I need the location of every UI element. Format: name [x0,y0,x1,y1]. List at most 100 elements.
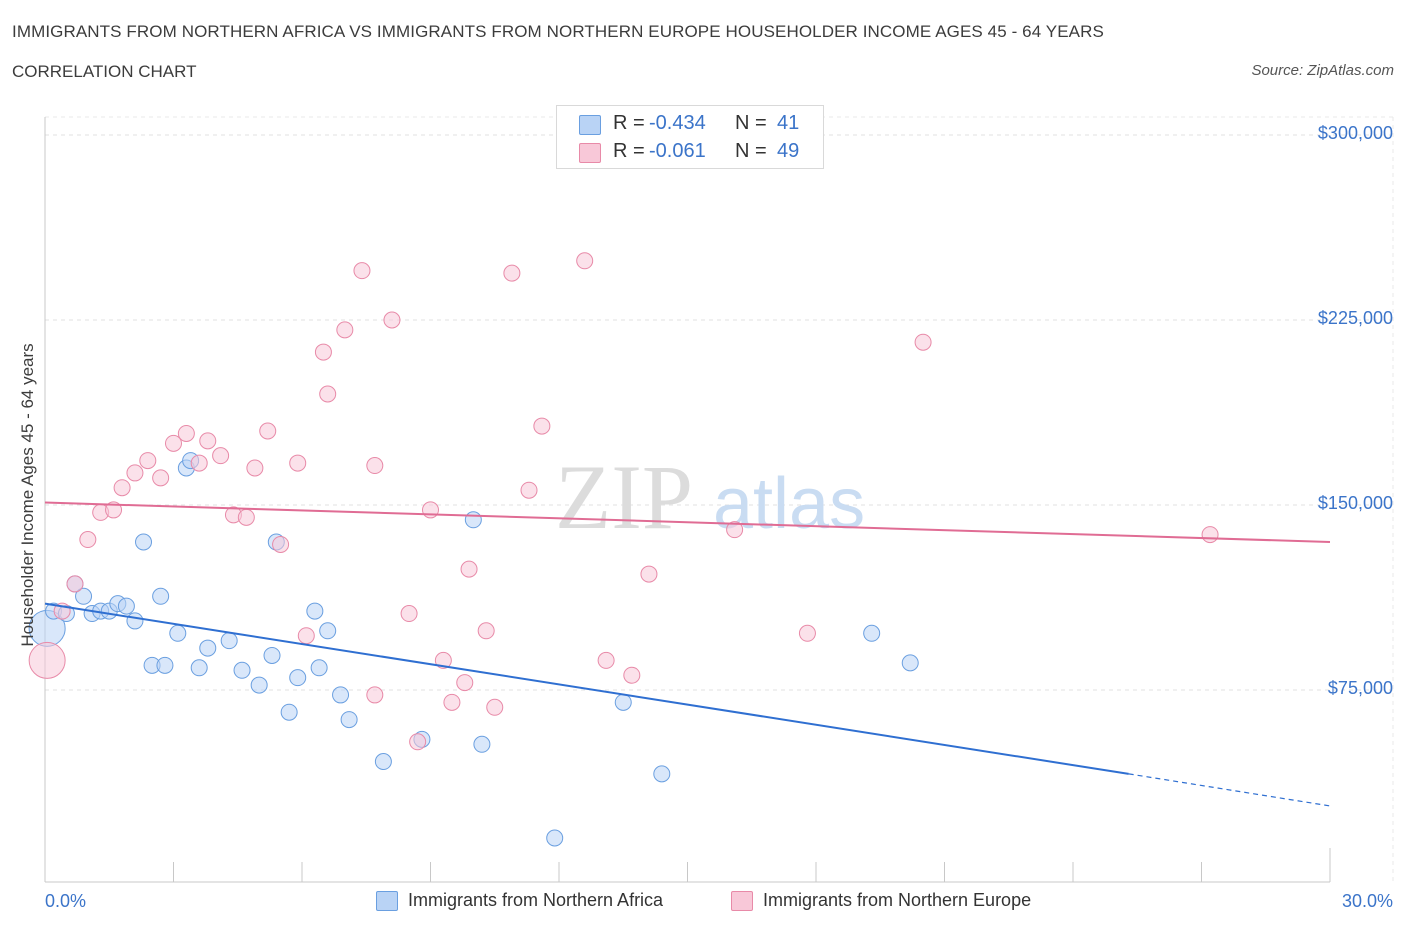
point-northern-europe [113,479,131,497]
stats-swatch-blue [579,115,601,135]
point-northern-europe [503,264,521,282]
point-northern-europe [914,333,932,351]
point-northern-africa [374,753,392,771]
point-northern-africa [614,693,632,711]
point-northern-europe [383,311,401,329]
point-northern-africa [126,612,144,630]
point-northern-africa [901,654,919,672]
point-northern-europe [486,698,504,716]
chart-title: IMMIGRANTS FROM NORTHERN AFRICA VS IMMIG… [12,22,1104,41]
point-northern-europe [314,343,332,361]
point-northern-europe [460,560,478,578]
data-points [28,252,1219,847]
x-tick-label-min: 0.0% [45,891,87,911]
point-northern-europe [353,262,371,280]
r-label: R = [613,140,645,162]
n-label: N = [735,140,767,162]
point-northern-europe [79,531,97,549]
point-northern-africa [156,656,174,674]
point-northern-europe [212,447,230,465]
point-northern-europe [272,535,290,553]
point-northern-africa [319,622,337,640]
point-northern-africa [250,676,268,694]
point-northern-europe [366,686,384,704]
point-northern-africa [653,765,671,783]
trend-lines [44,501,1331,807]
point-northern-europe [126,464,144,482]
n-value: 49 [777,140,800,162]
point-northern-africa [306,602,324,620]
trend-line-northern-europe [44,501,1331,543]
r-value: -0.434 [649,112,706,134]
point-northern-europe [190,454,208,472]
point-northern-europe [177,424,195,442]
point-northern-africa [464,511,482,529]
point-northern-africa [220,632,238,650]
legend-label: Immigrants from Northern Europe [763,890,1032,910]
legend-label: Immigrants from Northern Africa [408,890,664,910]
point-northern-africa [263,646,281,664]
point-northern-europe [297,627,315,645]
point-northern-europe [105,501,123,519]
n-value: 41 [777,112,800,134]
point-northern-europe [798,624,816,642]
point-northern-africa [117,597,135,615]
point-northern-africa [152,587,170,605]
point-northern-africa [280,703,298,721]
point-northern-europe [640,565,658,583]
point-northern-europe [237,508,255,526]
point-northern-europe [434,651,452,669]
point-northern-europe [726,521,744,539]
point-northern-africa [289,669,307,687]
point-northern-europe [289,454,307,472]
r-value: -0.061 [649,140,706,162]
point-northern-africa [233,661,251,679]
point-northern-africa [169,624,187,642]
chart-subtitle: CORRELATION CHART [12,62,197,81]
point-northern-africa [135,533,153,551]
point-northern-europe [533,417,551,435]
point-northern-europe [400,605,418,623]
point-northern-africa [310,659,328,677]
point-northern-europe [623,666,641,684]
point-northern-europe [199,432,217,450]
point-northern-europe [246,459,264,477]
point-northern-europe [409,733,427,751]
stats-swatch-pink [579,143,601,163]
point-northern-europe [139,452,157,470]
y-tick-label: $300,000 [1317,123,1393,143]
point-northern-europe [165,434,182,452]
point-northern-africa [340,711,358,729]
point-northern-europe [152,469,170,487]
point-northern-africa [546,829,564,847]
point-northern-europe [336,321,354,339]
point-northern-europe [576,252,594,270]
point-northern-africa [199,639,217,657]
stats-box: R = -0.434 N = 41 R = -0.061 N = 49 [556,105,824,169]
point-northern-africa [190,659,208,677]
r-label: R = [613,112,645,134]
point-northern-africa [332,686,350,704]
legend-swatch-blue [376,891,398,911]
n-label: N = [735,112,767,134]
x-tick-label-max: 30.0% [1341,891,1393,911]
point-northern-europe [66,575,84,593]
point-northern-africa [863,624,881,642]
point-northern-europe [319,385,337,403]
point-northern-europe [520,481,538,499]
point-northern-africa [473,735,491,753]
point-northern-europe [456,674,474,692]
watermark-zip: ZIP [555,446,693,548]
y-tick-label: $150,000 [1317,493,1393,513]
point-northern-africa [75,587,93,605]
point-northern-europe [366,457,384,475]
point-northern-europe [443,693,461,711]
y-axis-label: Householder Income Ages 45 - 64 years [18,343,37,647]
trend-line-northern-africa [44,602,1129,775]
trend-extension-northern-africa [1128,773,1331,807]
source-label: Source: ZipAtlas.com [1251,62,1394,79]
y-tick-label: $75,000 [1327,678,1393,698]
point-northern-europe [1201,526,1219,544]
axes [44,117,1331,883]
point-northern-europe [259,422,277,440]
